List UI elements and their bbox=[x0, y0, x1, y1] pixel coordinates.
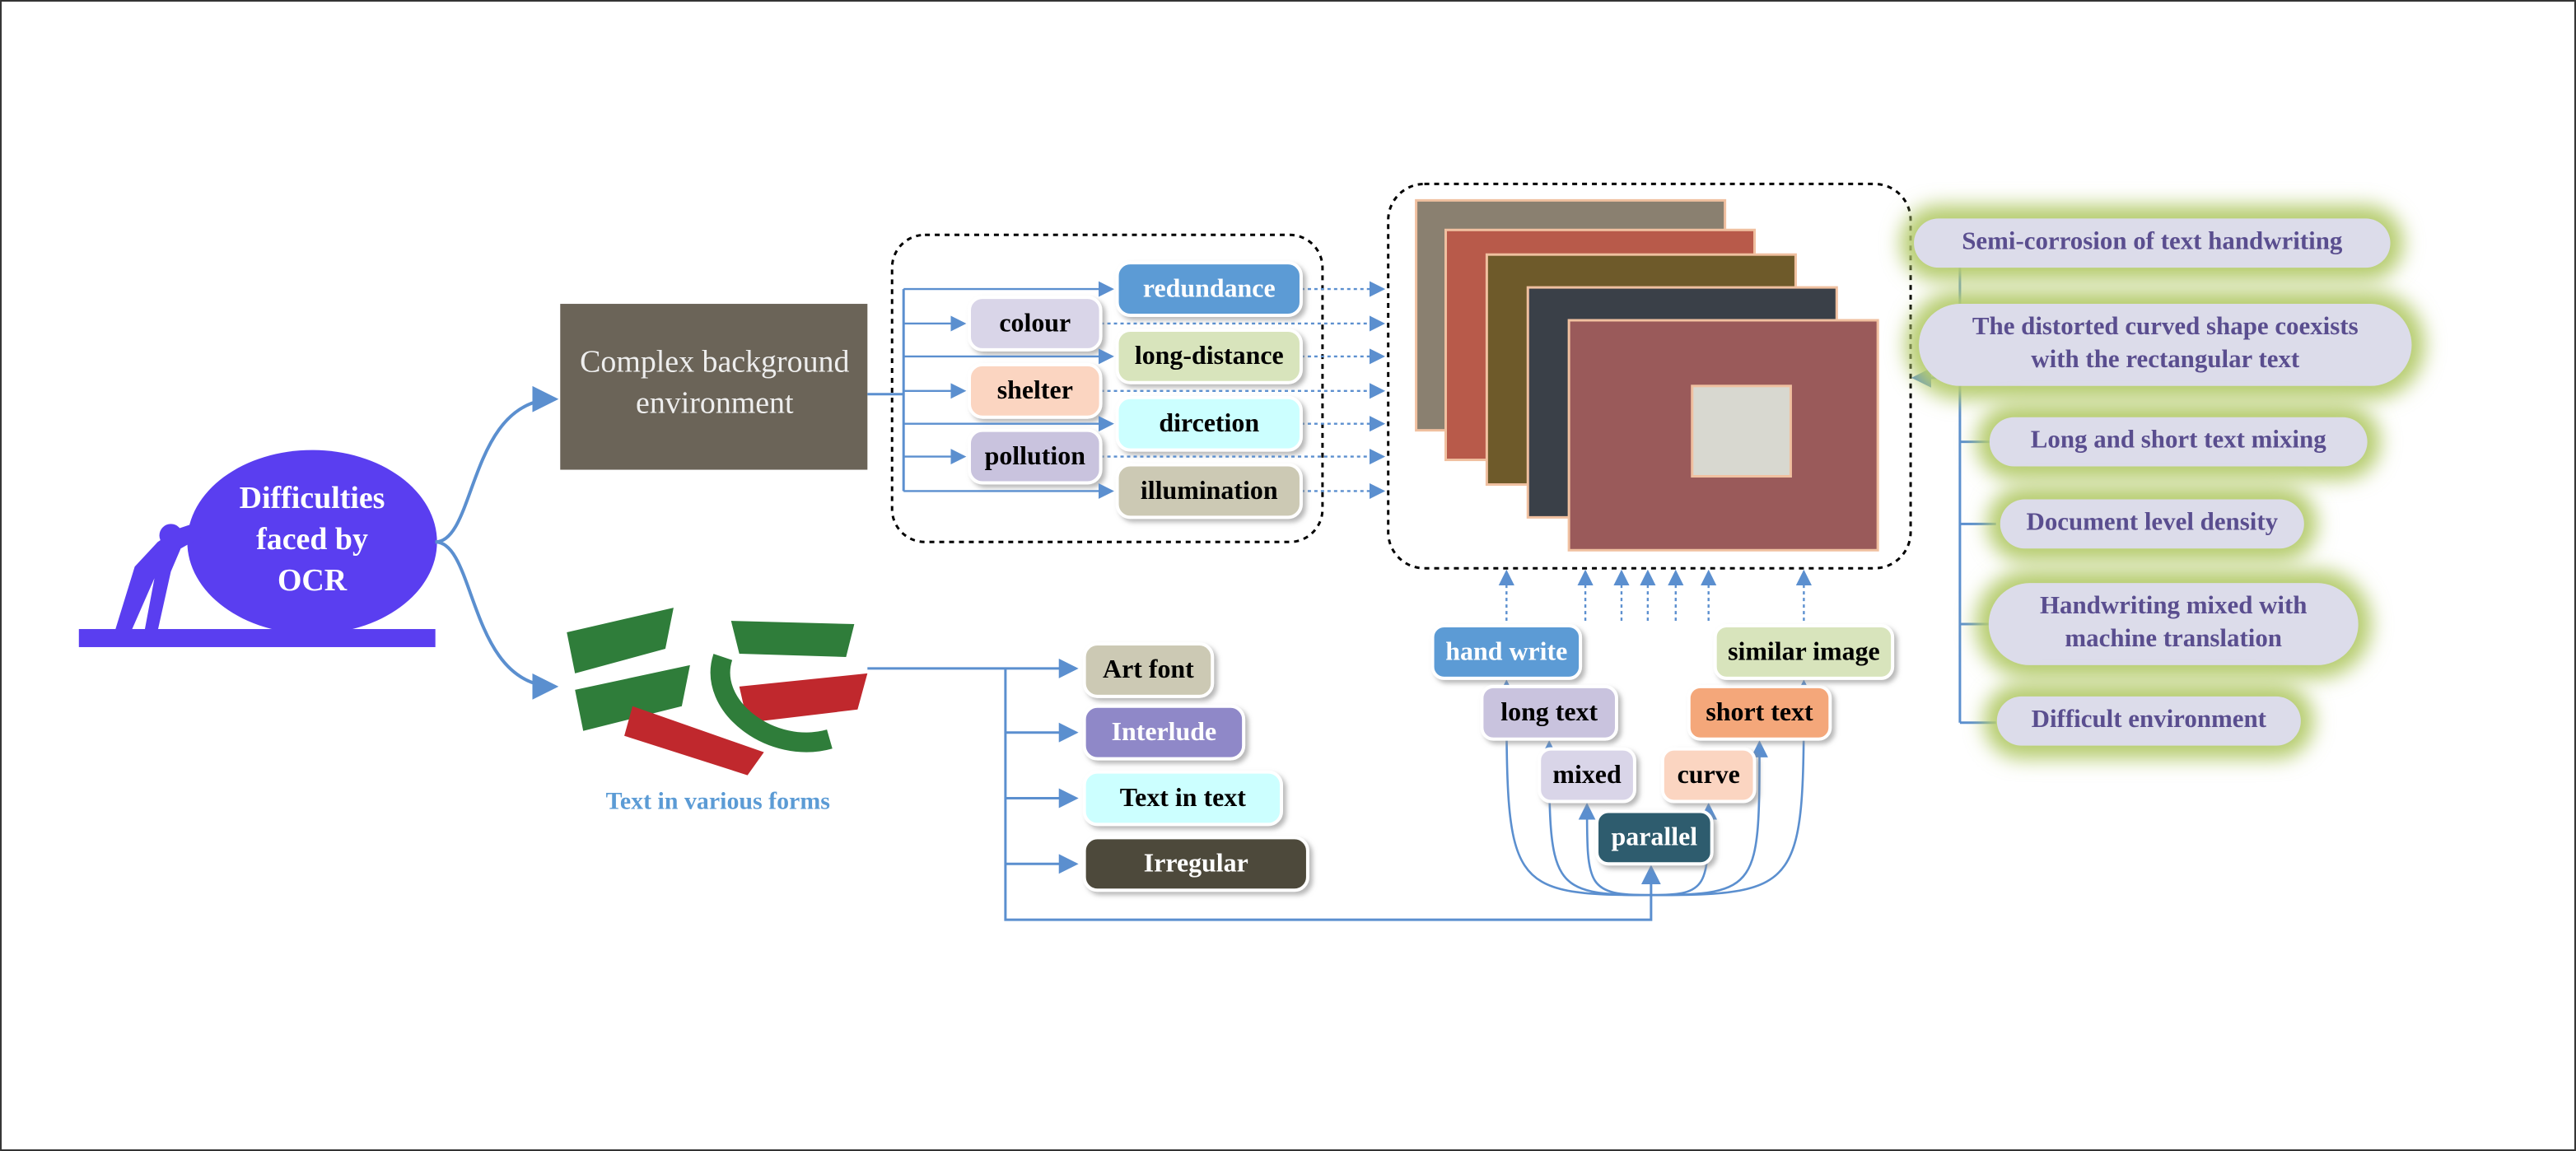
scene-box bbox=[1480, 684, 1618, 741]
scene-label: short text bbox=[1706, 697, 1813, 726]
factor-label: long-distance bbox=[1135, 341, 1284, 370]
arrow bbox=[1497, 679, 1651, 897]
form-label: Text in text bbox=[1120, 783, 1246, 812]
challenge-box bbox=[1988, 583, 2359, 665]
form-label: Art font bbox=[1103, 655, 1194, 683]
arrow bbox=[1578, 802, 1651, 897]
factor-label: pollution bbox=[985, 441, 1086, 470]
factor-box bbox=[1115, 395, 1303, 452]
scene-label: mixed bbox=[1552, 760, 1622, 789]
arrow bbox=[1650, 679, 1813, 897]
form-box bbox=[1082, 704, 1246, 761]
scene-label: long text bbox=[1500, 697, 1598, 726]
challenge-label: Semi-corrosion of text handwriting bbox=[1962, 226, 2343, 254]
factor-box bbox=[968, 362, 1103, 419]
christmas-art bbox=[567, 608, 868, 776]
center-label: OCR bbox=[278, 563, 348, 598]
factor-group bbox=[890, 233, 1324, 543]
background-label: Complex background bbox=[580, 345, 849, 380]
scene-box bbox=[1538, 747, 1636, 804]
scene-label: parallel bbox=[1612, 822, 1698, 851]
background-photo bbox=[560, 304, 868, 470]
factor-box bbox=[1115, 328, 1303, 384]
scene-label: similar image bbox=[1728, 636, 1880, 665]
factor-label: redundance bbox=[1143, 273, 1276, 302]
factor-box bbox=[968, 296, 1103, 352]
factor-label: illumination bbox=[1141, 476, 1278, 505]
scene-group bbox=[1387, 182, 1912, 570]
form-box bbox=[1082, 641, 1215, 698]
challenge-box bbox=[2000, 499, 2304, 549]
challenge-label: The distorted curved shape coexists bbox=[1972, 311, 2359, 340]
scene-box bbox=[1687, 684, 1832, 741]
challenge-label: Handwriting mixed with bbox=[2040, 590, 2308, 619]
challenge-label: Long and short text mixing bbox=[2031, 425, 2326, 454]
forms-caption: Text in various forms bbox=[606, 787, 830, 814]
factor-box bbox=[968, 428, 1103, 485]
form-label: Interlude bbox=[1112, 717, 1217, 746]
factor-label: dircetion bbox=[1159, 408, 1259, 437]
form-box bbox=[1082, 836, 1309, 892]
challenge-box bbox=[1996, 696, 2301, 746]
form-label: Irregular bbox=[1144, 849, 1248, 878]
challenge-box bbox=[1919, 304, 2412, 386]
form-box bbox=[1082, 770, 1284, 827]
scene-box bbox=[1430, 624, 1583, 680]
scene-label: curve bbox=[1678, 760, 1740, 789]
factor-label: shelter bbox=[997, 375, 1073, 404]
branch-arrows bbox=[435, 385, 559, 700]
center-label: faced by bbox=[256, 522, 368, 557]
ocr-icon bbox=[78, 450, 437, 647]
scene-box bbox=[1660, 747, 1757, 804]
factor-box bbox=[1115, 261, 1303, 318]
challenge-box bbox=[1989, 417, 2368, 467]
scene-label: hand write bbox=[1445, 636, 1567, 665]
scene-photos bbox=[1415, 198, 1879, 552]
challenge-label: Document level density bbox=[2027, 506, 2279, 535]
factor-label: colour bbox=[999, 308, 1071, 337]
background-label: environment bbox=[636, 385, 794, 420]
center-label: Difficulties bbox=[240, 481, 385, 515]
challenge-box bbox=[1914, 218, 2391, 268]
scene-box bbox=[1595, 809, 1714, 866]
scene-box bbox=[1713, 624, 1895, 680]
form-connectors bbox=[867, 658, 1661, 921]
challenge-label: machine translation bbox=[2065, 623, 2282, 652]
challenge-label: Difficult environment bbox=[2032, 704, 2267, 733]
factor-box bbox=[1115, 463, 1303, 520]
challenge-label: with the rectangular text bbox=[2031, 344, 2300, 373]
